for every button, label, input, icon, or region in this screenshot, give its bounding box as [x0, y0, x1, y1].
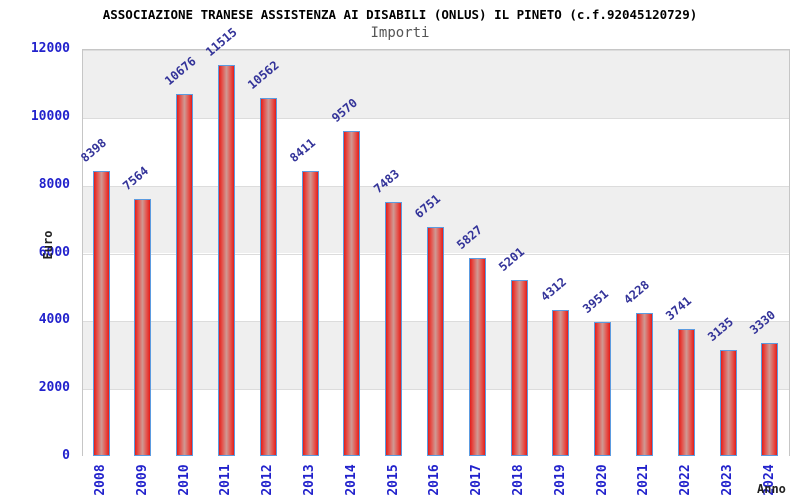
bar-2018 — [510, 279, 528, 456]
x-tick-label: 2021 — [636, 464, 652, 496]
y-tick-label: 6000 — [38, 244, 70, 260]
x-tick-label: 2018 — [511, 464, 526, 496]
x-tick-label: 2015 — [385, 464, 401, 496]
y-axis-title: Euro — [41, 230, 55, 260]
x-tick-label: 2022 — [678, 464, 694, 496]
x-tick-label: 2020 — [594, 464, 610, 496]
x-tick-label: 2019 — [552, 464, 568, 496]
x-tick-label: 2012 — [260, 464, 276, 496]
bar-2011 — [217, 65, 235, 456]
bar-2021 — [635, 312, 653, 456]
y-tick-label: 4000 — [38, 312, 70, 328]
bar-2014 — [343, 131, 361, 456]
y-tick-label: 8000 — [38, 176, 70, 192]
x-tick-label: 2023 — [720, 464, 735, 496]
gridline — [83, 185, 789, 187]
bar-2009 — [134, 199, 152, 456]
y-tick-label: 10000 — [30, 108, 70, 124]
gridline — [83, 117, 789, 119]
bar-2024 — [761, 343, 779, 456]
x-tick-label: 2016 — [427, 464, 443, 496]
x-tick-label: 2014 — [343, 464, 359, 496]
bar-2010 — [176, 93, 194, 456]
x-tick-label: 2017 — [469, 464, 485, 496]
x-tick-label: 2011 — [218, 464, 234, 496]
bar-2008 — [92, 171, 110, 456]
x-tick-label: 2013 — [302, 464, 317, 496]
x-tick-label: 2009 — [134, 464, 150, 496]
chart-title: ASSOCIAZIONE TRANESE ASSISTENZA AI DISAB… — [102, 7, 698, 22]
y-tick-label: 0 — [62, 448, 70, 463]
chart-subtitle: Importi — [370, 25, 430, 41]
x-tick-label: 2010 — [176, 464, 192, 496]
y-tick-label: 2000 — [38, 380, 70, 396]
bar-2022 — [677, 329, 695, 456]
plot-band — [83, 50, 789, 118]
x-axis-title: Anno — [757, 482, 786, 496]
plot-band — [83, 117, 789, 186]
bar-2012 — [259, 97, 277, 456]
bar-2023 — [719, 349, 737, 456]
bar-2019 — [552, 309, 570, 456]
bar-2020 — [594, 321, 612, 456]
bar-2015 — [385, 202, 403, 456]
bar-2017 — [468, 258, 486, 456]
bar-2016 — [426, 227, 444, 456]
gridline — [83, 50, 789, 51]
y-tick-label: 12000 — [30, 41, 70, 56]
bar-2013 — [301, 170, 319, 456]
x-tick-label: 2008 — [93, 464, 108, 496]
